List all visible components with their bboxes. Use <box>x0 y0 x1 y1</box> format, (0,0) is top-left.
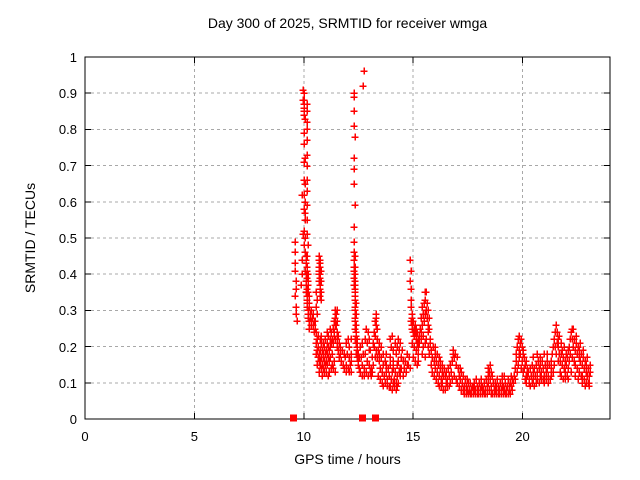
y-tick-label: 0.3 <box>58 303 77 319</box>
y-tick-label: 0 <box>69 412 77 427</box>
y-tick-label: 0.2 <box>58 339 77 355</box>
scatter-points <box>291 67 594 398</box>
x-tick-label: 10 <box>296 429 311 444</box>
chart-title: Day 300 of 2025, SRMTID for receiver wmg… <box>207 15 488 31</box>
y-tick-label: 0.4 <box>58 267 77 283</box>
y-tick-label: 0.8 <box>58 122 77 138</box>
y-tick-label: 1 <box>69 50 77 65</box>
baseline-flag-marker <box>358 414 366 422</box>
x-tick-label: 20 <box>515 429 530 444</box>
y-tick-label: 0.5 <box>58 231 77 246</box>
y-tick-label: 0.9 <box>58 86 77 102</box>
x-tick-label: 15 <box>405 429 421 444</box>
y-tick-label: 0.7 <box>58 158 77 174</box>
y-tick-label: 0.6 <box>58 194 77 210</box>
x-axis-label: GPS time / hours <box>294 451 401 467</box>
y-tick-label: 0.1 <box>58 375 77 391</box>
x-tick-label: 0 <box>81 429 89 444</box>
x-tick-label: 5 <box>190 429 198 444</box>
baseline-flag-marker <box>372 414 380 422</box>
baseline-flag-marker <box>289 414 297 422</box>
